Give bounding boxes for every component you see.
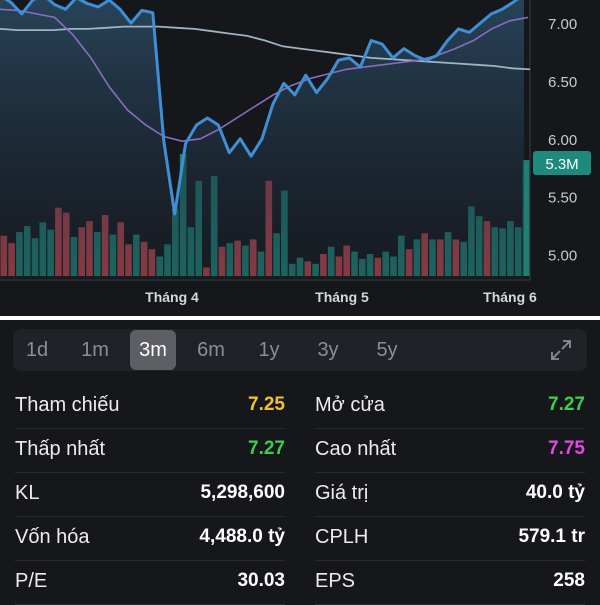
stat-row: KL 5,298,600: [15, 472, 285, 517]
stat-row: P/E 30.03: [15, 560, 285, 605]
stat-value: 7.27: [548, 394, 585, 415]
y-tick-label: 6.50: [548, 74, 577, 91]
ma-fast-line: [0, 8, 529, 143]
stat-label: Giá trị: [315, 482, 369, 504]
x-tick-label: Tháng 5: [315, 289, 369, 305]
stat-label: CPLH: [315, 526, 369, 548]
stat-value: 4,488.0 tỷ: [199, 526, 285, 547]
period-tabs: 1d 1m 3m 6m 1y 3y 5y: [13, 329, 587, 371]
volume-tag-bg: [533, 151, 591, 175]
expand-icon[interactable]: [549, 338, 573, 362]
section-divider: [0, 316, 600, 320]
tab-3m[interactable]: 3m: [130, 330, 176, 370]
stat-label: Cao nhất: [315, 438, 397, 460]
stat-value: 30.03: [237, 570, 285, 591]
stat-value: 579.1 tr: [518, 526, 585, 547]
stat-label: EPS: [315, 570, 356, 592]
tab-6m[interactable]: 6m: [197, 339, 225, 361]
volume-bar: [522, 160, 530, 276]
stat-label: Vốn hóa: [15, 526, 90, 548]
stat-label: Mở cửa: [315, 394, 385, 416]
y-tick-label: 6.00: [548, 132, 577, 149]
stat-row: Tham chiếu 7.25: [15, 384, 285, 429]
stat-row: Cao nhất 7.75: [315, 428, 585, 473]
stat-label: Tham chiếu: [15, 394, 120, 416]
stat-value: 7.25: [248, 394, 285, 415]
y-tick-label: 7.00: [548, 16, 577, 33]
stat-row: Thấp nhất 7.27: [15, 428, 285, 473]
x-tick-label: Tháng 4: [145, 289, 199, 305]
tab-1y[interactable]: 1y: [258, 339, 280, 361]
tab-1m[interactable]: 1m: [81, 339, 109, 361]
stat-value: 258: [553, 570, 585, 591]
stat-row: CPLH 579.1 tr: [315, 516, 585, 561]
price-line: [4, 0, 519, 216]
stat-label: Thấp nhất: [15, 438, 106, 460]
y-tick-label: 5.00: [548, 248, 577, 265]
stat-label: P/E: [15, 570, 48, 592]
tab-1d[interactable]: 1d: [25, 339, 49, 361]
stat-value: 40.0 tỷ: [525, 482, 585, 503]
x-tick-label: Tháng 6: [483, 289, 537, 305]
stat-label: KL: [15, 482, 40, 504]
volume-tag-label: 5.3M: [545, 156, 578, 173]
tab-3y[interactable]: 3y: [317, 339, 339, 361]
stat-row: Giá trị 40.0 tỷ: [315, 472, 585, 517]
ma-slow-line: [0, 25, 531, 71]
stat-value: 7.75: [548, 438, 585, 459]
stat-row: Vốn hóa 4,488.0 tỷ: [15, 516, 285, 561]
stat-row: EPS 258: [315, 560, 585, 605]
stat-row: Mở cửa 7.27: [315, 384, 585, 429]
tab-5y[interactable]: 5y: [376, 339, 398, 361]
y-tick-label: 5.50: [548, 190, 577, 207]
stat-value: 5,298,600: [200, 482, 285, 503]
stat-value: 7.27: [248, 438, 285, 459]
price-chart[interactable]: 7.00 6.50 6.00 5.50 5.00 Tháng 4 Tháng 5 Tháng …: [0, 0, 600, 316]
